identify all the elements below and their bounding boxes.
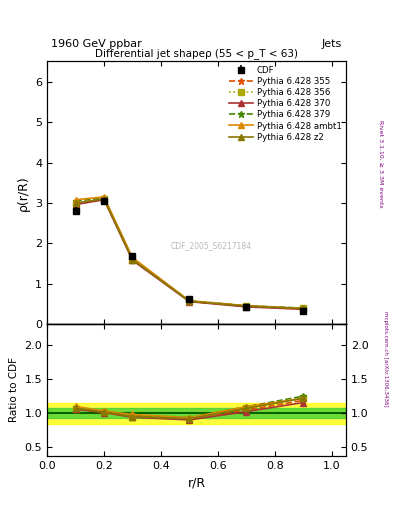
X-axis label: r/R: r/R — [187, 476, 206, 489]
Text: Jets: Jets — [321, 38, 342, 49]
Pythia 6.428 ambt1 — [73, 197, 78, 203]
Pythia 6.428 370 — [301, 306, 305, 312]
Pythia 6.428 356 — [102, 196, 107, 202]
Pythia 6.428 379 — [130, 255, 135, 262]
Pythia 6.428 355 — [130, 257, 135, 263]
Pythia 6.428 356 — [187, 298, 192, 304]
Pythia 6.428 355 — [102, 196, 107, 202]
Pythia 6.428 z2 — [130, 257, 135, 263]
Pythia 6.428 370 — [244, 304, 249, 310]
Pythia 6.428 355 — [244, 304, 249, 310]
Pythia 6.428 370 — [130, 258, 135, 264]
Pythia 6.428 356 — [301, 306, 305, 312]
Pythia 6.428 379 — [301, 305, 305, 311]
Pythia 6.428 ambt1 — [244, 303, 249, 309]
Line: Pythia 6.428 ambt1: Pythia 6.428 ambt1 — [72, 194, 306, 312]
Pythia 6.428 z2 — [187, 298, 192, 304]
Pythia 6.428 356 — [73, 201, 78, 207]
Pythia 6.428 379 — [244, 303, 249, 309]
Pythia 6.428 355 — [73, 201, 78, 207]
Pythia 6.428 ambt1 — [301, 306, 305, 312]
Title: Differential jet shapeρ (55 < p_T < 63): Differential jet shapeρ (55 < p_T < 63) — [95, 48, 298, 59]
Pythia 6.428 ambt1 — [102, 194, 107, 200]
Text: 1960 GeV ppbar: 1960 GeV ppbar — [51, 38, 142, 49]
Pythia 6.428 379 — [187, 298, 192, 304]
Pythia 6.428 355 — [187, 298, 192, 304]
Pythia 6.428 356 — [130, 257, 135, 263]
Pythia 6.428 379 — [102, 195, 107, 201]
Line: Pythia 6.428 379: Pythia 6.428 379 — [72, 195, 306, 311]
Pythia 6.428 z2 — [301, 306, 305, 312]
Pythia 6.428 370 — [102, 197, 107, 203]
Line: Pythia 6.428 355: Pythia 6.428 355 — [72, 196, 306, 312]
Pythia 6.428 z2 — [244, 303, 249, 309]
Pythia 6.428 z2 — [73, 200, 78, 206]
Pythia 6.428 ambt1 — [187, 298, 192, 304]
Y-axis label: ρ(r/R): ρ(r/R) — [17, 175, 29, 211]
Text: Rivet 3.1.10, ≥ 3.3M events: Rivet 3.1.10, ≥ 3.3M events — [379, 120, 384, 208]
Pythia 6.428 ambt1 — [130, 254, 135, 261]
Pythia 6.428 370 — [73, 202, 78, 208]
Y-axis label: Ratio to CDF: Ratio to CDF — [9, 357, 19, 422]
Line: Pythia 6.428 z2: Pythia 6.428 z2 — [72, 196, 306, 312]
Pythia 6.428 355 — [301, 306, 305, 312]
Text: CDF_2005_S6217184: CDF_2005_S6217184 — [171, 241, 252, 250]
Text: mcplots.cern.ch [arXiv:1306.3436]: mcplots.cern.ch [arXiv:1306.3436] — [384, 311, 388, 406]
Pythia 6.428 356 — [244, 303, 249, 309]
Pythia 6.428 370 — [187, 298, 192, 305]
Pythia 6.428 z2 — [102, 196, 107, 202]
Pythia 6.428 379 — [73, 198, 78, 204]
Line: Pythia 6.428 356: Pythia 6.428 356 — [73, 196, 306, 311]
Line: Pythia 6.428 370: Pythia 6.428 370 — [72, 197, 306, 312]
Legend: CDF, Pythia 6.428 355, Pythia 6.428 356, Pythia 6.428 370, Pythia 6.428 379, Pyt: CDF, Pythia 6.428 355, Pythia 6.428 356,… — [228, 64, 343, 143]
